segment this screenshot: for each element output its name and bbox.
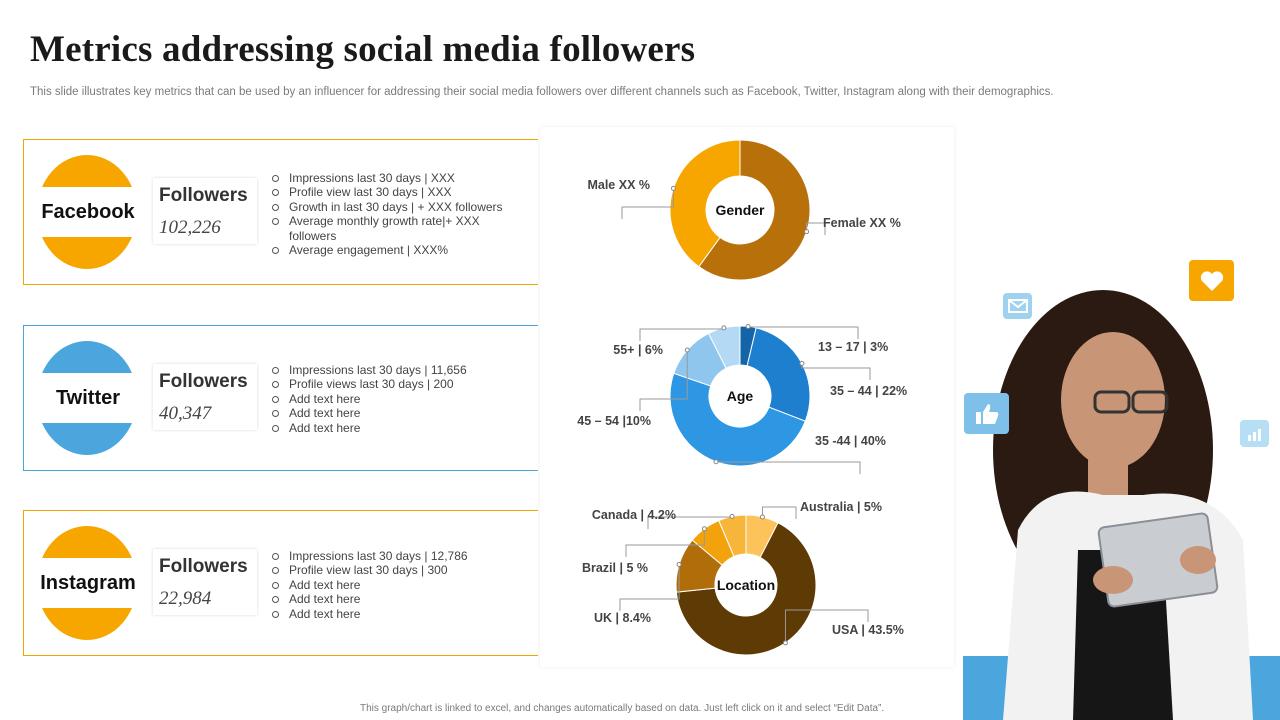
list-item: Add text here	[271, 607, 521, 621]
leader-line	[761, 506, 797, 519]
list-item: Impressions last 30 days | 12,786	[271, 549, 521, 563]
leader-dot	[701, 526, 707, 532]
list-item: Add text here	[271, 421, 521, 435]
list-item: Average engagement | XXX%	[271, 243, 521, 257]
twitter-followers-box: Followers 40,347	[153, 364, 257, 430]
slice-label: Australia | 5%	[800, 500, 882, 514]
list-item: Profile views last 30 days | 200	[271, 377, 521, 391]
slice-label: 13 – 17 | 3%	[818, 340, 888, 354]
leader-dot	[670, 185, 676, 191]
slice-label: 55+ | 6%	[613, 343, 663, 357]
chart-footnote: This graph/chart is linked to excel, and…	[360, 703, 885, 714]
donut-center-label: Gender	[715, 202, 765, 218]
instagram-followers-value: 22,984	[159, 588, 212, 609]
donut-slice	[698, 139, 811, 281]
slice-label: 45 – 54 |10%	[577, 414, 651, 428]
slide-title: Metrics addressing social media follower…	[30, 29, 696, 70]
list-item: Add text here	[271, 392, 521, 406]
twitter-label: Twitter	[28, 373, 148, 423]
donut-slice	[669, 139, 741, 268]
twitter-card: Twitter Followers 40,347 Impressions las…	[23, 325, 538, 471]
twitter-followers-value: 40,347	[159, 403, 212, 424]
facebook-label: Facebook	[28, 187, 148, 237]
leader-dot	[782, 640, 788, 646]
slice-label: Female XX %	[823, 216, 901, 230]
donut-center-label: Location	[717, 577, 775, 593]
donut-slice	[707, 325, 741, 369]
list-item: Average monthly growth rate|+ XXX follow…	[271, 214, 521, 243]
heart-icon	[1189, 260, 1234, 301]
leader-dot	[804, 229, 810, 235]
list-item: Add text here	[271, 406, 521, 420]
facebook-followers-value: 102,226	[159, 217, 221, 238]
leader-line	[806, 222, 826, 235]
slice-label: Brazil | 5 %	[582, 561, 648, 575]
leader-dot	[676, 562, 682, 568]
list-item: Profile view last 30 days | XXX	[271, 185, 521, 199]
list-item: Add text here	[271, 592, 521, 606]
woman-with-tablet-image	[993, 290, 1253, 720]
slice-label: USA | 43.5%	[832, 623, 904, 637]
thumbs-up-icon	[964, 393, 1009, 434]
leader-dot	[799, 360, 805, 366]
donut-slice	[718, 514, 747, 558]
donut-slice	[746, 327, 811, 422]
instagram-label: Instagram	[28, 558, 148, 608]
slide-subtitle: This slide illustrates key metrics that …	[30, 86, 1054, 98]
list-item: Impressions last 30 days | XXX	[271, 171, 521, 185]
twitter-metrics-list: Impressions last 30 days | 11,656 Profil…	[271, 363, 521, 435]
leader-line	[801, 363, 871, 380]
instagram-metrics-list: Impressions last 30 days | 12,786 Profil…	[271, 549, 521, 621]
donut-center-label: Age	[727, 388, 754, 404]
bar-chart-icon	[1240, 420, 1269, 447]
leader-dot	[745, 323, 751, 329]
slice-label: UK | 8.4%	[594, 611, 651, 625]
leader-line	[639, 349, 688, 411]
instagram-followers-box: Followers 22,984	[153, 549, 257, 615]
facebook-followers-label: Followers	[159, 185, 248, 206]
leader-dot	[729, 513, 735, 519]
leader-line	[625, 528, 705, 557]
demographics-panel: Female XX % Male XX % Gender 13 – 17 | 3% 35…	[540, 127, 954, 667]
facebook-card: Facebook Followers 102,226 Impressions l…	[23, 139, 538, 285]
slice-label: Male XX %	[587, 178, 650, 192]
list-item: Growth in last 30 days | + XXX followers	[271, 200, 521, 214]
twitter-followers-label: Followers	[159, 371, 248, 392]
leader-line	[619, 564, 680, 611]
facebook-followers-box: Followers 102,226	[153, 178, 257, 244]
list-item: Add text here	[271, 578, 521, 592]
facebook-metrics-list: Impressions last 30 days | XXX Profile v…	[271, 171, 521, 257]
leader-dot	[759, 514, 765, 520]
instagram-card: Instagram Followers 22,984 Impressions l…	[23, 510, 538, 656]
slice-label: Canada | 4.2%	[592, 508, 676, 522]
leader-dot	[721, 325, 727, 331]
leader-line	[784, 609, 869, 643]
instagram-followers-label: Followers	[159, 556, 248, 577]
demographics-charts: Female XX % Male XX % Gender 13 – 17 | 3% 35…	[577, 139, 907, 656]
leader-line	[621, 188, 674, 219]
donut-slice	[675, 522, 817, 656]
list-item: Profile view last 30 days | 300	[271, 563, 521, 577]
leader-dot	[684, 347, 690, 353]
leader-dot	[713, 459, 719, 465]
slice-label: 35 -44 | 40%	[815, 434, 886, 448]
slice-label: 35 – 44 | 22%	[830, 384, 907, 398]
list-item: Impressions last 30 days | 11,656	[271, 363, 521, 377]
mail-icon	[1003, 293, 1032, 319]
